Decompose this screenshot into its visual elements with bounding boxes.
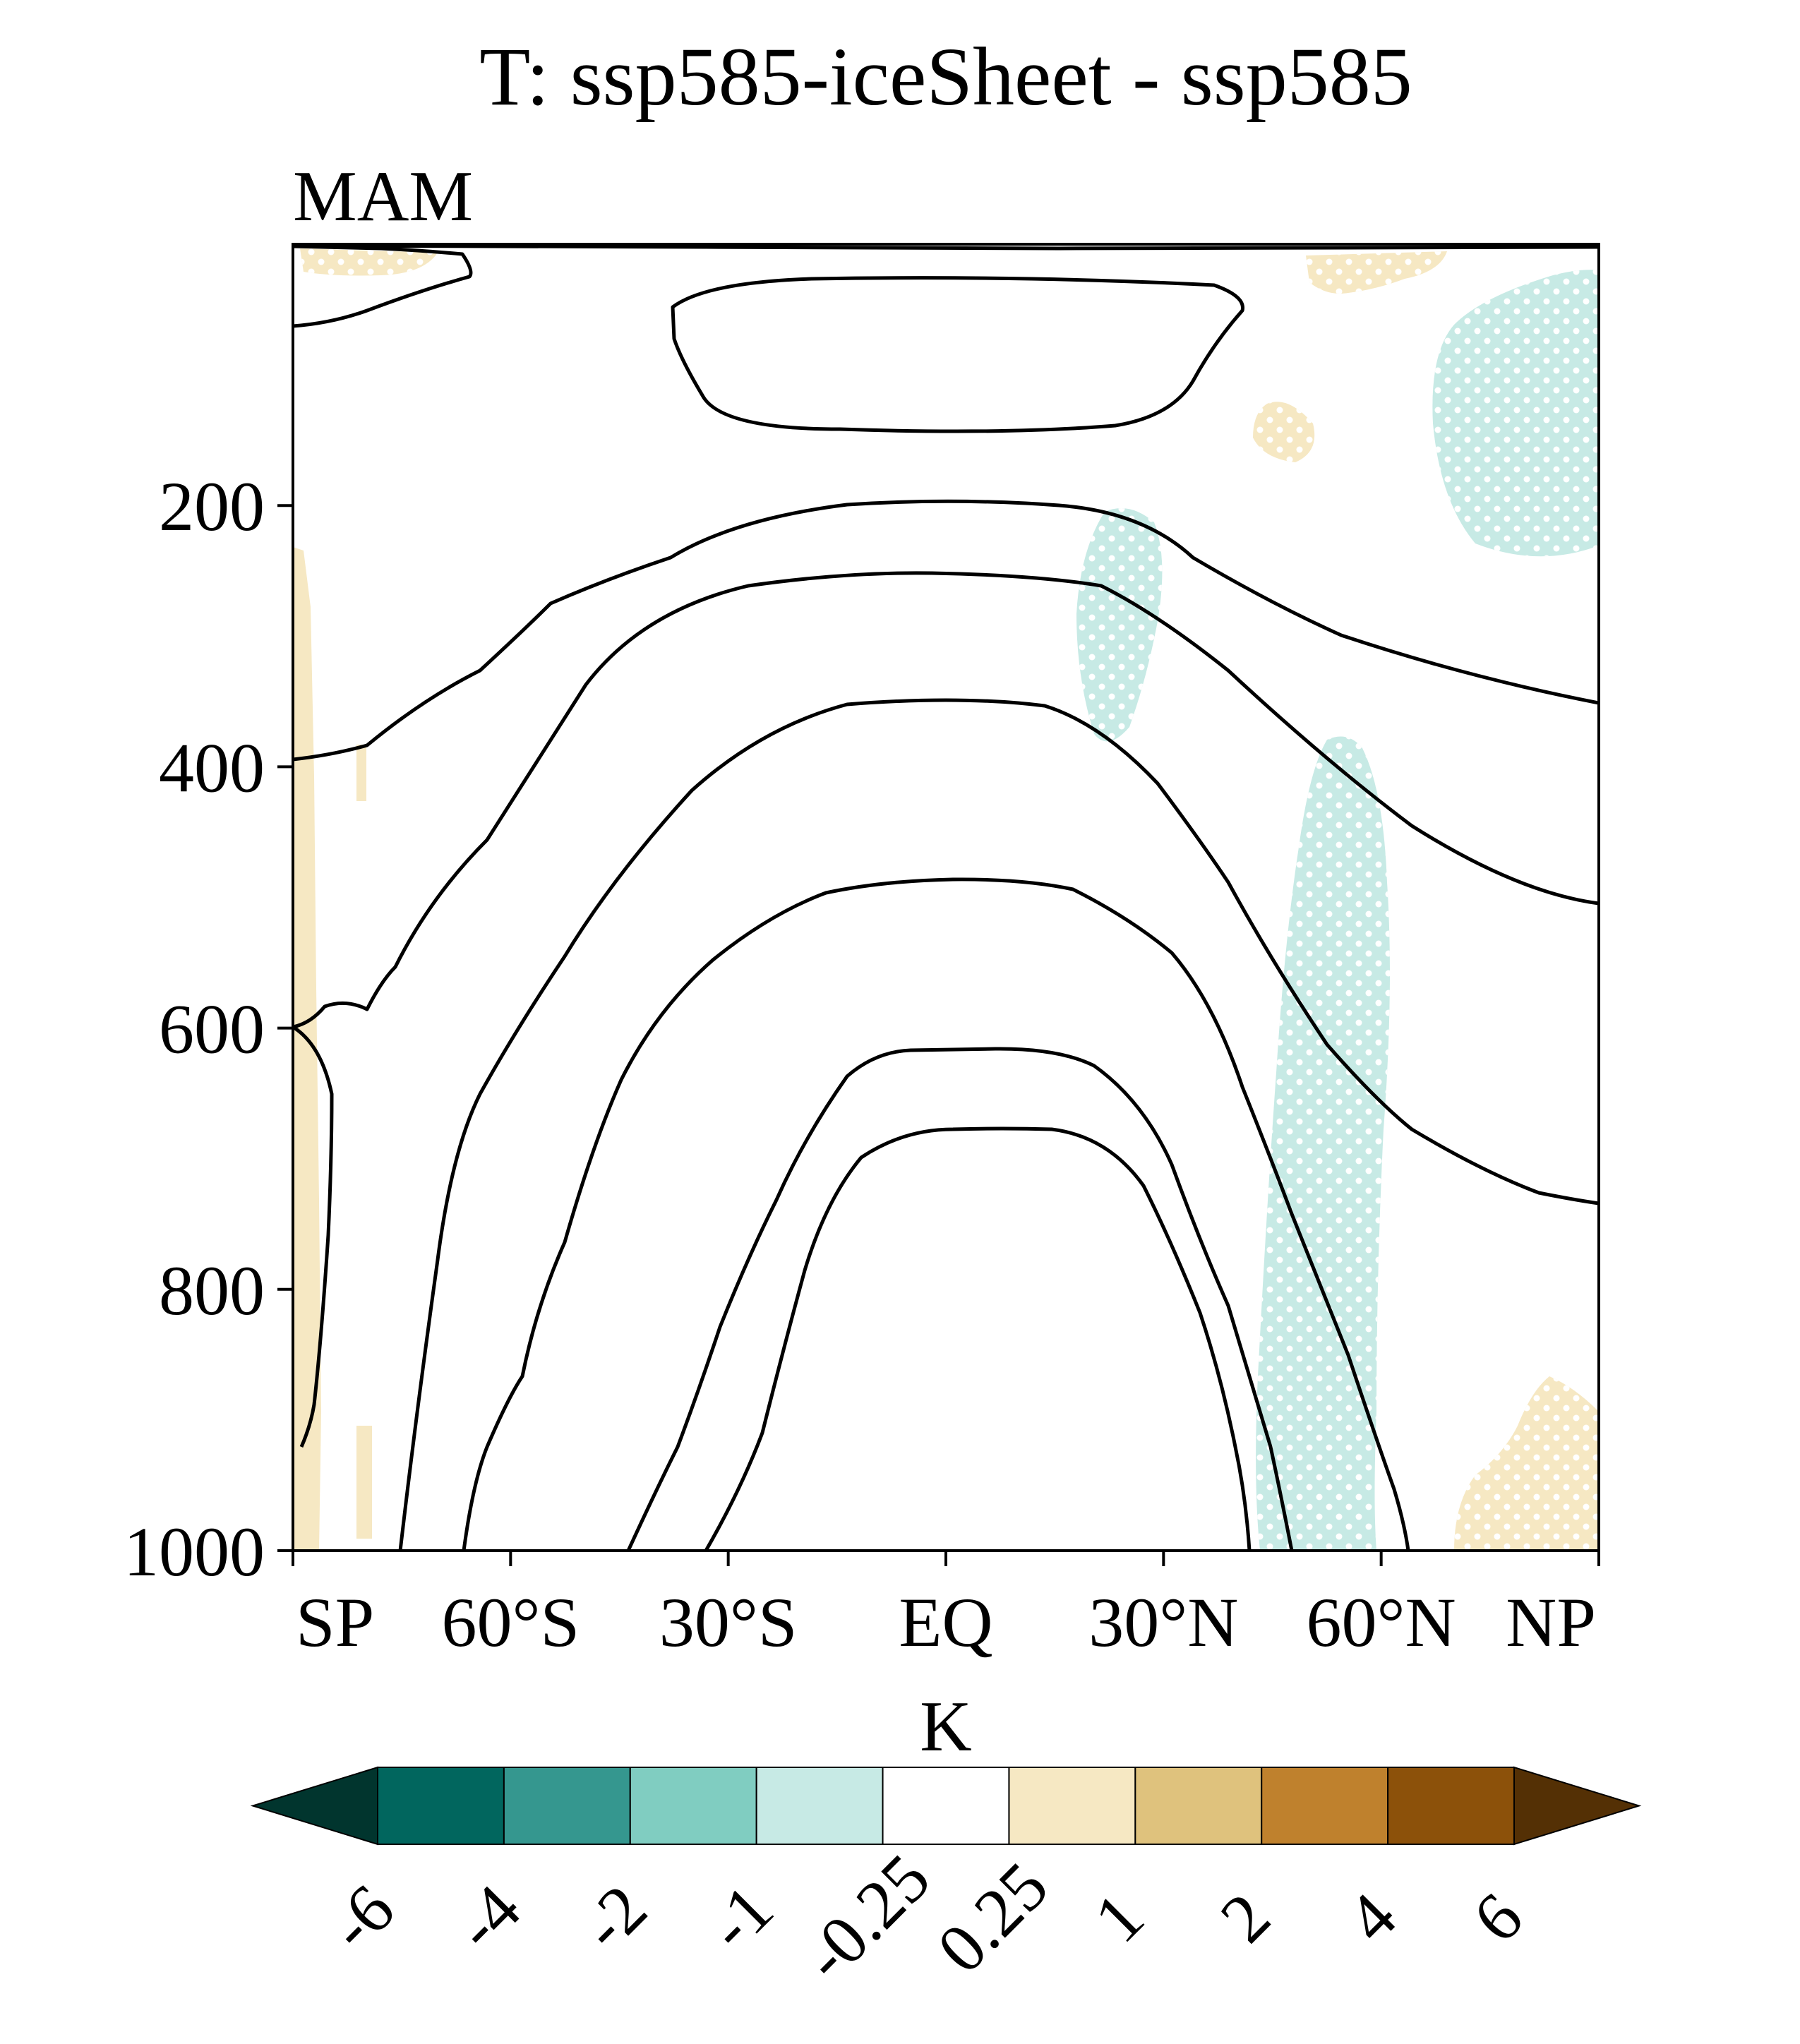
contour-line (293, 244, 1599, 251)
colorbar-tick-label: -0.25 (789, 1840, 945, 1996)
shaded-regions (293, 248, 1599, 1551)
x-tick-label: EQ (899, 1583, 992, 1661)
colorbar-tick-label: 0.25 (923, 1848, 1063, 1988)
contour-lines (293, 244, 1599, 1551)
contour-line (704, 1126, 1252, 1551)
colorbar-tick-label: 4 (1333, 1879, 1411, 1957)
colorbar-tick-label: 2 (1206, 1879, 1285, 1957)
shaded-region (293, 547, 321, 1551)
y-tick-label: 600 (159, 990, 265, 1069)
y-axis: 200 400 600 800 1000 (124, 467, 293, 1591)
colorbar-tick-label: 6 (1459, 1879, 1537, 1957)
y-tick-label: 800 (159, 1251, 265, 1330)
x-tick-label: 30°N (1088, 1583, 1238, 1661)
colorbar-tick-label: 1 (1080, 1879, 1158, 1957)
shaded-region (356, 1426, 372, 1539)
season-label: MAM (293, 157, 473, 236)
y-tick-label: 400 (159, 728, 265, 807)
colorbar-tick-label: -4 (440, 1870, 535, 1965)
chart-title: T: ssp585-iceSheet - ssp585 (479, 30, 1412, 123)
y-tick-label: 200 (159, 467, 265, 546)
contour-line (293, 499, 1599, 762)
colorbar-swatch (882, 1767, 1010, 1845)
colorbar-swatch (755, 1767, 884, 1845)
colorbar-swatch (629, 1767, 757, 1845)
x-axis: SP 60°S 30°S EQ 30°N 60°N NP (292, 1551, 1600, 1661)
plot-frame (292, 243, 1600, 1552)
colorbar-extend-high (1513, 1766, 1642, 1846)
x-tick-label: 60°S (442, 1583, 580, 1661)
x-tick-label: 30°S (659, 1583, 798, 1661)
colorbar-unit: K (920, 1687, 972, 1767)
x-tick-label: 60°N (1307, 1583, 1456, 1661)
colorbar-swatch (1261, 1767, 1389, 1845)
x-tick-label: NP (1506, 1583, 1596, 1661)
contour-line (398, 698, 1599, 1551)
shaded-region (356, 745, 366, 801)
contour-line (293, 244, 473, 328)
colorbar-swatch (503, 1767, 631, 1845)
colorbar-tick-label: -1 (693, 1870, 788, 1965)
colorbar-swatch (1008, 1767, 1136, 1845)
x-tick-label: SP (296, 1583, 374, 1661)
colorbar-swatch (377, 1767, 505, 1845)
y-tick-label: 1000 (124, 1513, 265, 1591)
contour-line (293, 571, 1599, 1029)
contour-line (462, 877, 1410, 1551)
contour-line (293, 1025, 334, 1448)
colorbar-tick-label: -6 (314, 1870, 409, 1965)
colorbar-swatch (1387, 1767, 1515, 1845)
colorbar-tick-label: -2 (567, 1870, 661, 1965)
contour-line (671, 276, 1244, 433)
colorbar: -6 -4 -2 -1 -0.250.25 1 2 4 6 (250, 1766, 1642, 1996)
stipple-overlay (300, 248, 1599, 1551)
colorbar-swatch (1134, 1767, 1263, 1845)
contour-line (626, 1047, 1294, 1551)
colorbar-extend-low (250, 1766, 378, 1846)
